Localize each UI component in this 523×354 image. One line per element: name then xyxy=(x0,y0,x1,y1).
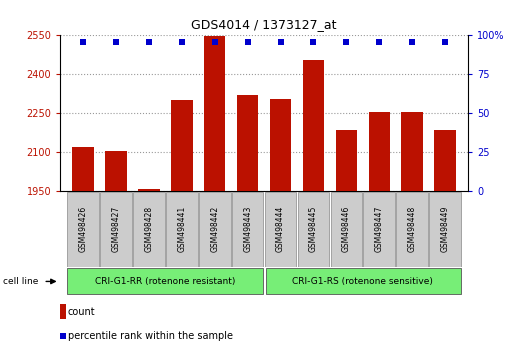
FancyBboxPatch shape xyxy=(331,192,362,267)
Text: GSM498445: GSM498445 xyxy=(309,206,318,252)
Text: GSM498442: GSM498442 xyxy=(210,206,219,252)
Bar xyxy=(204,36,225,191)
Text: cell line: cell line xyxy=(3,277,38,286)
FancyBboxPatch shape xyxy=(100,192,132,267)
FancyBboxPatch shape xyxy=(266,268,461,295)
FancyBboxPatch shape xyxy=(265,192,297,267)
Text: GSM498427: GSM498427 xyxy=(111,206,121,252)
Text: CRI-G1-RS (rotenone sensitive): CRI-G1-RS (rotenone sensitive) xyxy=(292,277,433,286)
Text: GSM498448: GSM498448 xyxy=(407,206,417,252)
Point xyxy=(112,39,120,45)
Bar xyxy=(60,304,65,319)
Text: GSM498449: GSM498449 xyxy=(440,206,450,252)
Point xyxy=(375,39,383,45)
Text: GSM498443: GSM498443 xyxy=(243,206,252,252)
FancyBboxPatch shape xyxy=(199,192,231,267)
Bar xyxy=(402,112,423,191)
Title: GDS4014 / 1373127_at: GDS4014 / 1373127_at xyxy=(191,18,337,32)
Bar xyxy=(138,189,160,191)
Text: count: count xyxy=(68,307,96,316)
Bar xyxy=(171,100,192,191)
FancyBboxPatch shape xyxy=(67,268,264,295)
Text: GSM498444: GSM498444 xyxy=(276,206,285,252)
Text: GSM498428: GSM498428 xyxy=(144,206,153,252)
FancyBboxPatch shape xyxy=(133,192,165,267)
Text: CRI-G1-RR (rotenone resistant): CRI-G1-RR (rotenone resistant) xyxy=(95,277,235,286)
Bar xyxy=(73,147,94,191)
Bar xyxy=(270,99,291,191)
Text: GSM498447: GSM498447 xyxy=(375,206,384,252)
Bar xyxy=(435,130,456,191)
Point xyxy=(342,39,350,45)
Bar xyxy=(237,95,258,191)
Point xyxy=(408,39,416,45)
Point xyxy=(178,39,186,45)
Point xyxy=(244,39,252,45)
Point xyxy=(441,39,449,45)
FancyBboxPatch shape xyxy=(298,192,329,267)
Bar xyxy=(105,151,127,191)
Text: GSM498441: GSM498441 xyxy=(177,206,186,252)
Point xyxy=(59,333,67,339)
FancyBboxPatch shape xyxy=(166,192,198,267)
Text: GSM498426: GSM498426 xyxy=(78,206,88,252)
Point xyxy=(145,39,153,45)
Point xyxy=(211,39,219,45)
Text: percentile rank within the sample: percentile rank within the sample xyxy=(68,331,233,341)
FancyBboxPatch shape xyxy=(429,192,461,267)
FancyBboxPatch shape xyxy=(232,192,264,267)
Text: GSM498446: GSM498446 xyxy=(342,206,351,252)
FancyBboxPatch shape xyxy=(363,192,395,267)
FancyBboxPatch shape xyxy=(67,192,99,267)
Bar xyxy=(369,112,390,191)
Bar xyxy=(303,60,324,191)
FancyBboxPatch shape xyxy=(396,192,428,267)
Point xyxy=(79,39,87,45)
Point xyxy=(309,39,317,45)
Bar xyxy=(336,130,357,191)
Point xyxy=(276,39,285,45)
